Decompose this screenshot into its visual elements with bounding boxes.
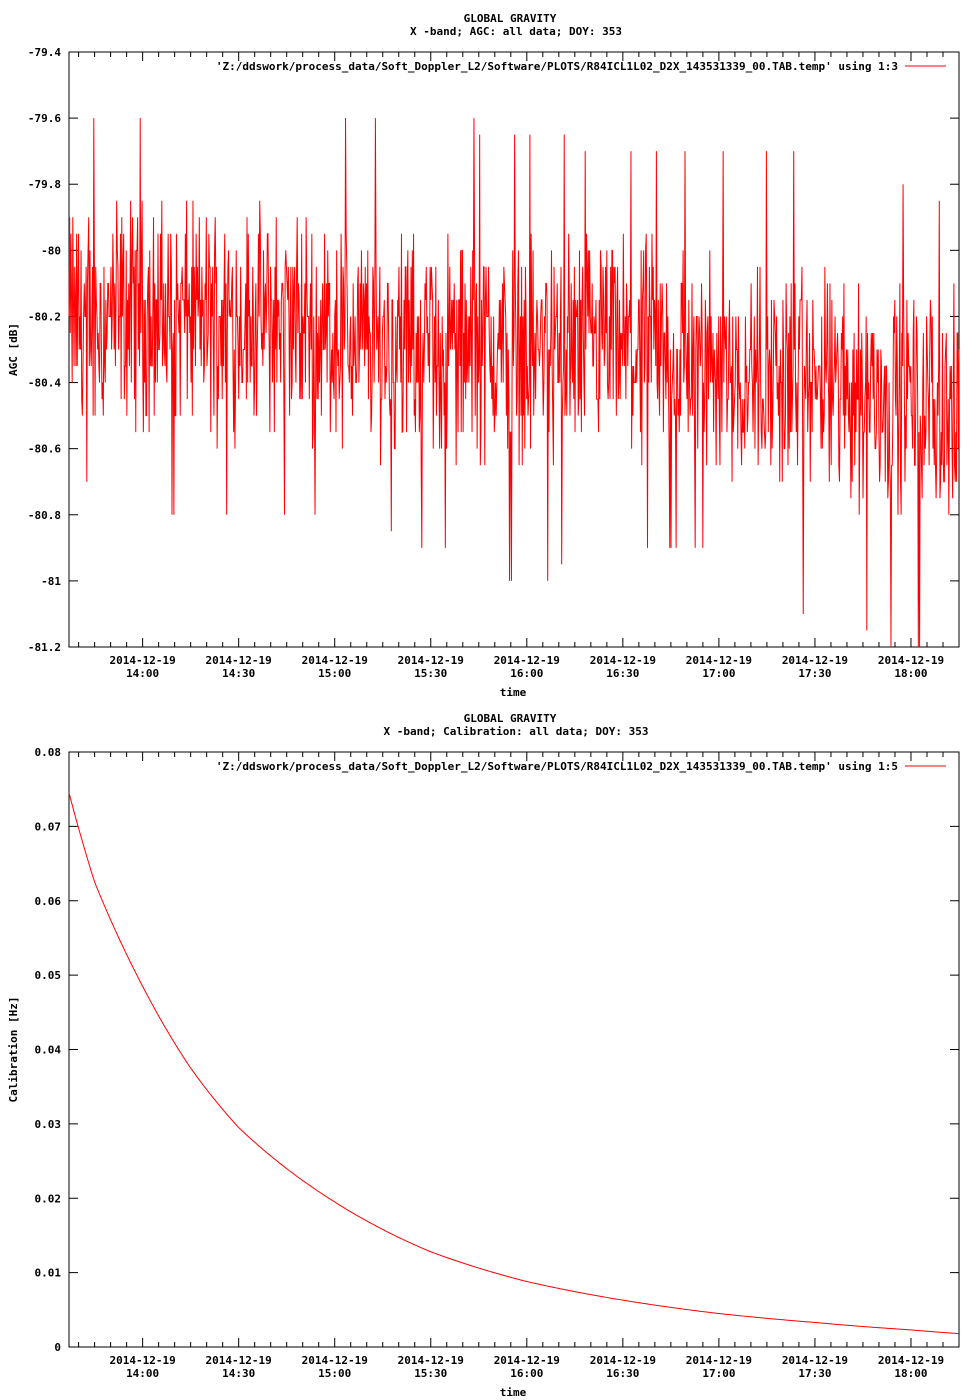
x-tick-time-label: 14:00 bbox=[126, 1367, 159, 1380]
x-tick-time-label: 16:30 bbox=[606, 1367, 639, 1380]
x-tick-date-label: 2014-12-19 bbox=[686, 1354, 752, 1367]
x-tick-time-label: 18:00 bbox=[894, 667, 927, 680]
y-tick-label: 0.04 bbox=[35, 1044, 62, 1057]
y-tick-label: 0.05 bbox=[35, 969, 62, 982]
x-tick-date-label: 2014-12-19 bbox=[302, 654, 368, 667]
y-tick-label: -80.2 bbox=[28, 310, 61, 323]
y-tick-label: -80.4 bbox=[28, 377, 61, 390]
chart-title: GLOBAL GRAVITY bbox=[464, 12, 557, 25]
x-tick-date-label: 2014-12-19 bbox=[590, 654, 656, 667]
y-tick-label: -81 bbox=[41, 575, 61, 588]
y-tick-label: 0.02 bbox=[35, 1192, 62, 1205]
x-tick-date-label: 2014-12-19 bbox=[686, 654, 752, 667]
series-line bbox=[68, 118, 960, 648]
y-tick-label: 0.07 bbox=[35, 820, 62, 833]
x-tick-date-label: 2014-12-19 bbox=[494, 1354, 560, 1367]
plot-frame bbox=[68, 751, 960, 1348]
x-tick-date-label: 2014-12-19 bbox=[110, 654, 176, 667]
x-tick-time-label: 14:00 bbox=[126, 667, 159, 680]
x-tick-time-label: 18:00 bbox=[894, 1367, 927, 1380]
x-axis-label: time bbox=[500, 1386, 527, 1399]
x-tick-date-label: 2014-12-19 bbox=[782, 1354, 848, 1367]
x-tick-time-label: 15:00 bbox=[318, 667, 351, 680]
x-tick-time-label: 16:00 bbox=[510, 1367, 543, 1380]
x-tick-date-label: 2014-12-19 bbox=[110, 1354, 176, 1367]
y-tick-label: 0.06 bbox=[35, 895, 62, 908]
x-tick-time-label: 15:00 bbox=[318, 1367, 351, 1380]
x-tick-time-label: 17:00 bbox=[702, 1367, 735, 1380]
y-tick-label: 0.03 bbox=[35, 1118, 62, 1131]
x-tick-time-label: 17:00 bbox=[702, 667, 735, 680]
chart-title: GLOBAL GRAVITY bbox=[464, 712, 557, 725]
y-tick-label: -81.2 bbox=[28, 641, 61, 654]
x-tick-time-label: 17:30 bbox=[798, 1367, 831, 1380]
x-tick-date-label: 2014-12-19 bbox=[494, 654, 560, 667]
x-tick-time-label: 15:30 bbox=[414, 1367, 447, 1380]
y-tick-label: 0 bbox=[54, 1341, 61, 1354]
chart-subtitle: X -band; AGC: all data; DOY: 353 bbox=[410, 25, 622, 38]
y-tick-label: -79.8 bbox=[28, 178, 61, 191]
x-tick-time-label: 15:30 bbox=[414, 667, 447, 680]
x-tick-date-label: 2014-12-19 bbox=[206, 654, 272, 667]
x-axis-label: time bbox=[500, 686, 527, 699]
y-tick-label: -79.6 bbox=[28, 112, 61, 125]
x-tick-date-label: 2014-12-19 bbox=[206, 1354, 272, 1367]
x-tick-date-label: 2014-12-19 bbox=[398, 654, 464, 667]
x-tick-time-label: 14:30 bbox=[222, 1367, 255, 1380]
x-tick-time-label: 16:30 bbox=[606, 667, 639, 680]
chart-subtitle: X -band; Calibration: all data; DOY: 353 bbox=[384, 725, 649, 738]
x-tick-time-label: 14:30 bbox=[222, 667, 255, 680]
legend-label: 'Z:/ddswork/process_data/Soft_Doppler_L2… bbox=[216, 760, 898, 773]
y-tick-label: -80.6 bbox=[28, 443, 61, 456]
x-tick-date-label: 2014-12-19 bbox=[590, 1354, 656, 1367]
x-tick-time-label: 17:30 bbox=[798, 667, 831, 680]
y-tick-label: -80.8 bbox=[28, 509, 61, 522]
legend-label: 'Z:/ddswork/process_data/Soft_Doppler_L2… bbox=[216, 60, 898, 73]
series-line bbox=[68, 792, 960, 1335]
x-tick-date-label: 2014-12-19 bbox=[398, 1354, 464, 1367]
y-tick-label: -80 bbox=[41, 244, 61, 257]
y-axis-label: Calibration [Hz] bbox=[7, 997, 20, 1103]
x-tick-date-label: 2014-12-19 bbox=[302, 1354, 368, 1367]
x-tick-date-label: 2014-12-19 bbox=[782, 654, 848, 667]
y-tick-label: 0.01 bbox=[35, 1267, 62, 1280]
y-tick-label: 0.08 bbox=[35, 746, 62, 759]
x-tick-date-label: 2014-12-19 bbox=[878, 654, 944, 667]
x-tick-time-label: 16:00 bbox=[510, 667, 543, 680]
y-tick-label: -79.4 bbox=[28, 46, 61, 59]
x-tick-date-label: 2014-12-19 bbox=[878, 1354, 944, 1367]
y-axis-label: AGC [dB] bbox=[7, 323, 20, 376]
